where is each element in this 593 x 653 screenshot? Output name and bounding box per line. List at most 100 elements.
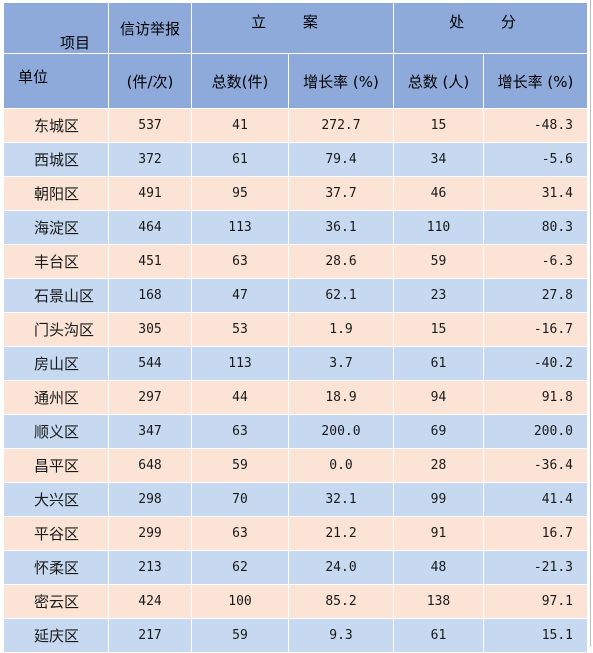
punish-total-cell: 99 — [393, 482, 484, 517]
district-cell: 丰台区 — [3, 244, 109, 279]
table-row: 顺义区 347 63 200.0 69 200.0 — [3, 414, 588, 449]
filing-growth-cell: 9.3 — [288, 618, 394, 653]
filing-total-cell: 44 — [191, 380, 289, 415]
punish-growth-cell: 80.3 — [483, 210, 588, 245]
district-cell: 石景山区 — [3, 278, 109, 313]
district-cell: 通州区 — [3, 380, 109, 415]
reports-cell: 297 — [108, 380, 192, 415]
table-row: 大兴区 298 70 32.1 99 41.4 — [3, 482, 588, 517]
punish-growth-cell: 27.8 — [483, 278, 588, 313]
district-cell: 延庆区 — [3, 618, 109, 653]
filing-total-cell: 113 — [191, 346, 289, 381]
punish-total-cell: 48 — [393, 550, 484, 585]
punish-total-cell: 110 — [393, 210, 484, 245]
punish-total-cell: 138 — [393, 584, 484, 619]
punish-growth-cell: -5.6 — [483, 142, 588, 177]
reports-cell: 544 — [108, 346, 192, 381]
punish-growth-cell: 200.0 — [483, 414, 588, 449]
punish-growth-cell: -6.3 — [483, 244, 588, 279]
filing-total-cell: 113 — [191, 210, 289, 245]
sheet-edge-divider — [590, 0, 591, 647]
filing-growth-cell: 200.0 — [288, 414, 394, 449]
table-row: 朝阳区 491 95 37.7 46 31.4 — [3, 176, 588, 211]
table-row: 丰台区 451 63 28.6 59 -6.3 — [3, 244, 588, 279]
header-reports-unit: (件/次) — [108, 53, 192, 109]
filing-growth-cell: 0.0 — [288, 448, 394, 483]
punish-total-cell: 34 — [393, 142, 484, 177]
filing-total-cell: 100 — [191, 584, 289, 619]
punish-growth-cell: 97.1 — [483, 584, 588, 619]
reports-cell: 648 — [108, 448, 192, 483]
district-statistics-table: 项目 信访举报 立 案 处 分 单位 (件/次) 总数(件) 增长率 (%) 总… — [3, 2, 588, 653]
table-row: 怀柔区 213 62 24.0 48 -21.3 — [3, 550, 588, 585]
reports-cell: 305 — [108, 312, 192, 347]
district-cell: 西城区 — [3, 142, 109, 177]
filing-growth-cell: 37.7 — [288, 176, 394, 211]
punish-growth-cell: 15.1 — [483, 618, 588, 653]
filing-growth-cell: 85.2 — [288, 584, 394, 619]
header-filing-group: 立 案 — [191, 2, 394, 54]
table-row: 门头沟区 305 53 1.9 15 -16.7 — [3, 312, 588, 347]
reports-cell: 213 — [108, 550, 192, 585]
punish-growth-cell: 41.4 — [483, 482, 588, 517]
filing-growth-cell: 24.0 — [288, 550, 394, 585]
filing-growth-cell: 18.9 — [288, 380, 394, 415]
filing-growth-cell: 28.6 — [288, 244, 394, 279]
table-row: 昌平区 648 59 0.0 28 -36.4 — [3, 448, 588, 483]
district-cell: 朝阳区 — [3, 176, 109, 211]
district-cell: 门头沟区 — [3, 312, 109, 347]
punish-total-cell: 61 — [393, 346, 484, 381]
reports-cell: 299 — [108, 516, 192, 551]
header-unit-label: 单位 — [3, 53, 109, 109]
punish-total-cell: 28 — [393, 448, 484, 483]
reports-cell: 424 — [108, 584, 192, 619]
punish-growth-cell: 91.8 — [483, 380, 588, 415]
district-cell: 大兴区 — [3, 482, 109, 517]
reports-cell: 491 — [108, 176, 192, 211]
header-item-label: 项目 — [3, 2, 109, 54]
table-row: 密云区 424 100 85.2 138 97.1 — [3, 584, 588, 619]
reports-cell: 217 — [108, 618, 192, 653]
reports-cell: 347 — [108, 414, 192, 449]
district-cell: 昌平区 — [3, 448, 109, 483]
punish-growth-cell: -48.3 — [483, 108, 588, 143]
punish-growth-cell: -16.7 — [483, 312, 588, 347]
table-row: 石景山区 168 47 62.1 23 27.8 — [3, 278, 588, 313]
reports-cell: 298 — [108, 482, 192, 517]
filing-total-cell: 63 — [191, 414, 289, 449]
punish-total-cell: 61 — [393, 618, 484, 653]
filing-growth-cell: 79.4 — [288, 142, 394, 177]
reports-cell: 372 — [108, 142, 192, 177]
table-row: 房山区 544 113 3.7 61 -40.2 — [3, 346, 588, 381]
filing-growth-cell: 3.7 — [288, 346, 394, 381]
punish-total-cell: 59 — [393, 244, 484, 279]
punish-growth-cell: 16.7 — [483, 516, 588, 551]
punish-total-cell: 46 — [393, 176, 484, 211]
district-cell: 房山区 — [3, 346, 109, 381]
header-punish-growth: 增长率 (%) — [483, 53, 588, 109]
filing-total-cell: 41 — [191, 108, 289, 143]
district-cell: 怀柔区 — [3, 550, 109, 585]
table-row: 海淀区 464 113 36.1 110 80.3 — [3, 210, 588, 245]
reports-cell: 168 — [108, 278, 192, 313]
filing-growth-cell: 1.9 — [288, 312, 394, 347]
filing-total-cell: 63 — [191, 244, 289, 279]
header-filing-growth: 增长率 (%) — [288, 53, 394, 109]
district-cell: 平谷区 — [3, 516, 109, 551]
filing-total-cell: 53 — [191, 312, 289, 347]
table-row: 平谷区 299 63 21.2 91 16.7 — [3, 516, 588, 551]
table-row: 延庆区 217 59 9.3 61 15.1 — [3, 618, 588, 653]
district-cell: 顺义区 — [3, 414, 109, 449]
district-cell: 密云区 — [3, 584, 109, 619]
filing-total-cell: 70 — [191, 482, 289, 517]
filing-total-cell: 59 — [191, 448, 289, 483]
filing-total-cell: 95 — [191, 176, 289, 211]
table-row: 东城区 537 41 272.7 15 -48.3 — [3, 108, 588, 143]
filing-total-cell: 59 — [191, 618, 289, 653]
filing-growth-cell: 32.1 — [288, 482, 394, 517]
filing-growth-cell: 21.2 — [288, 516, 394, 551]
reports-cell: 464 — [108, 210, 192, 245]
table-row: 通州区 297 44 18.9 94 91.8 — [3, 380, 588, 415]
header-row-bottom: 单位 (件/次) 总数(件) 增长率 (%) 总数 (人) 增长率 (%) — [3, 53, 588, 109]
